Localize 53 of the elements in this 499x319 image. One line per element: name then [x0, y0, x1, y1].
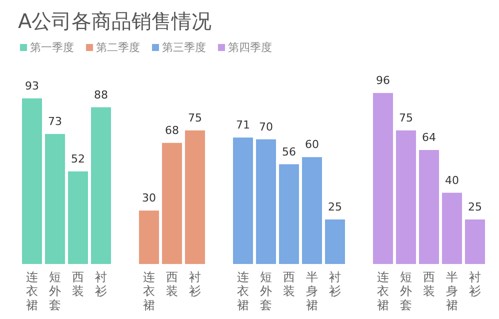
legend-label: 第一季度 [30, 41, 74, 54]
data-label: 30 [142, 192, 156, 205]
bar [91, 107, 111, 264]
x-tick-label: 衬衫 [189, 270, 201, 298]
bar [465, 219, 485, 264]
data-label: 88 [94, 88, 108, 102]
x-tick-label: 西装 [166, 270, 178, 298]
bar [302, 157, 322, 264]
bar [325, 219, 345, 264]
data-label: 71 [236, 118, 250, 132]
legend-label: 第四季度 [228, 41, 272, 54]
x-tick-label: 短外套 [260, 270, 272, 312]
data-label: 60 [305, 138, 319, 152]
x-tick-label: 半身裙 [446, 270, 458, 312]
bar [68, 171, 88, 264]
data-label: 73 [48, 114, 62, 128]
data-label: 75 [188, 111, 202, 124]
x-tick-label: 西装 [283, 270, 295, 298]
x-tick-label: 西装 [72, 270, 84, 298]
legend-label: 第二季度 [96, 41, 140, 54]
x-tick-label: 连衣裙 [377, 270, 389, 312]
data-label: 56 [282, 145, 296, 158]
x-tick-label: 连衣裙 [237, 270, 249, 312]
x-tick-label: 衬衫 [95, 270, 107, 298]
data-label: 68 [165, 124, 179, 137]
x-tick-label: 连衣裙 [143, 270, 155, 312]
x-tick-label: 衬衫 [469, 270, 481, 298]
bar [45, 134, 65, 264]
bar [233, 138, 253, 264]
data-label: 64 [422, 131, 436, 144]
x-tick-label: 短外套 [49, 270, 61, 312]
data-label: 52 [71, 152, 85, 166]
data-label: 25 [328, 200, 342, 214]
data-label: 25 [468, 200, 482, 214]
data-label: 75 [399, 111, 413, 124]
bar [373, 93, 393, 264]
legend-label: 第三季度 [162, 41, 206, 54]
data-label: 96 [376, 74, 390, 87]
x-tick-label: 半身裙 [306, 270, 318, 312]
data-label: 93 [25, 79, 39, 92]
bar [22, 98, 42, 264]
bar [256, 139, 276, 264]
x-tick-label: 短外套 [400, 270, 412, 312]
bar [279, 164, 299, 264]
data-label: 40 [445, 174, 459, 187]
x-tick-label: 西装 [423, 270, 435, 298]
bar [419, 150, 439, 264]
bar [396, 130, 416, 264]
x-tick-label: 连衣裙 [26, 270, 38, 312]
chart-title: A公司各商品销售情况 [18, 9, 212, 33]
data-label: 70 [259, 120, 273, 134]
bar [442, 192, 462, 264]
x-tick-label: 衬衫 [329, 270, 341, 298]
